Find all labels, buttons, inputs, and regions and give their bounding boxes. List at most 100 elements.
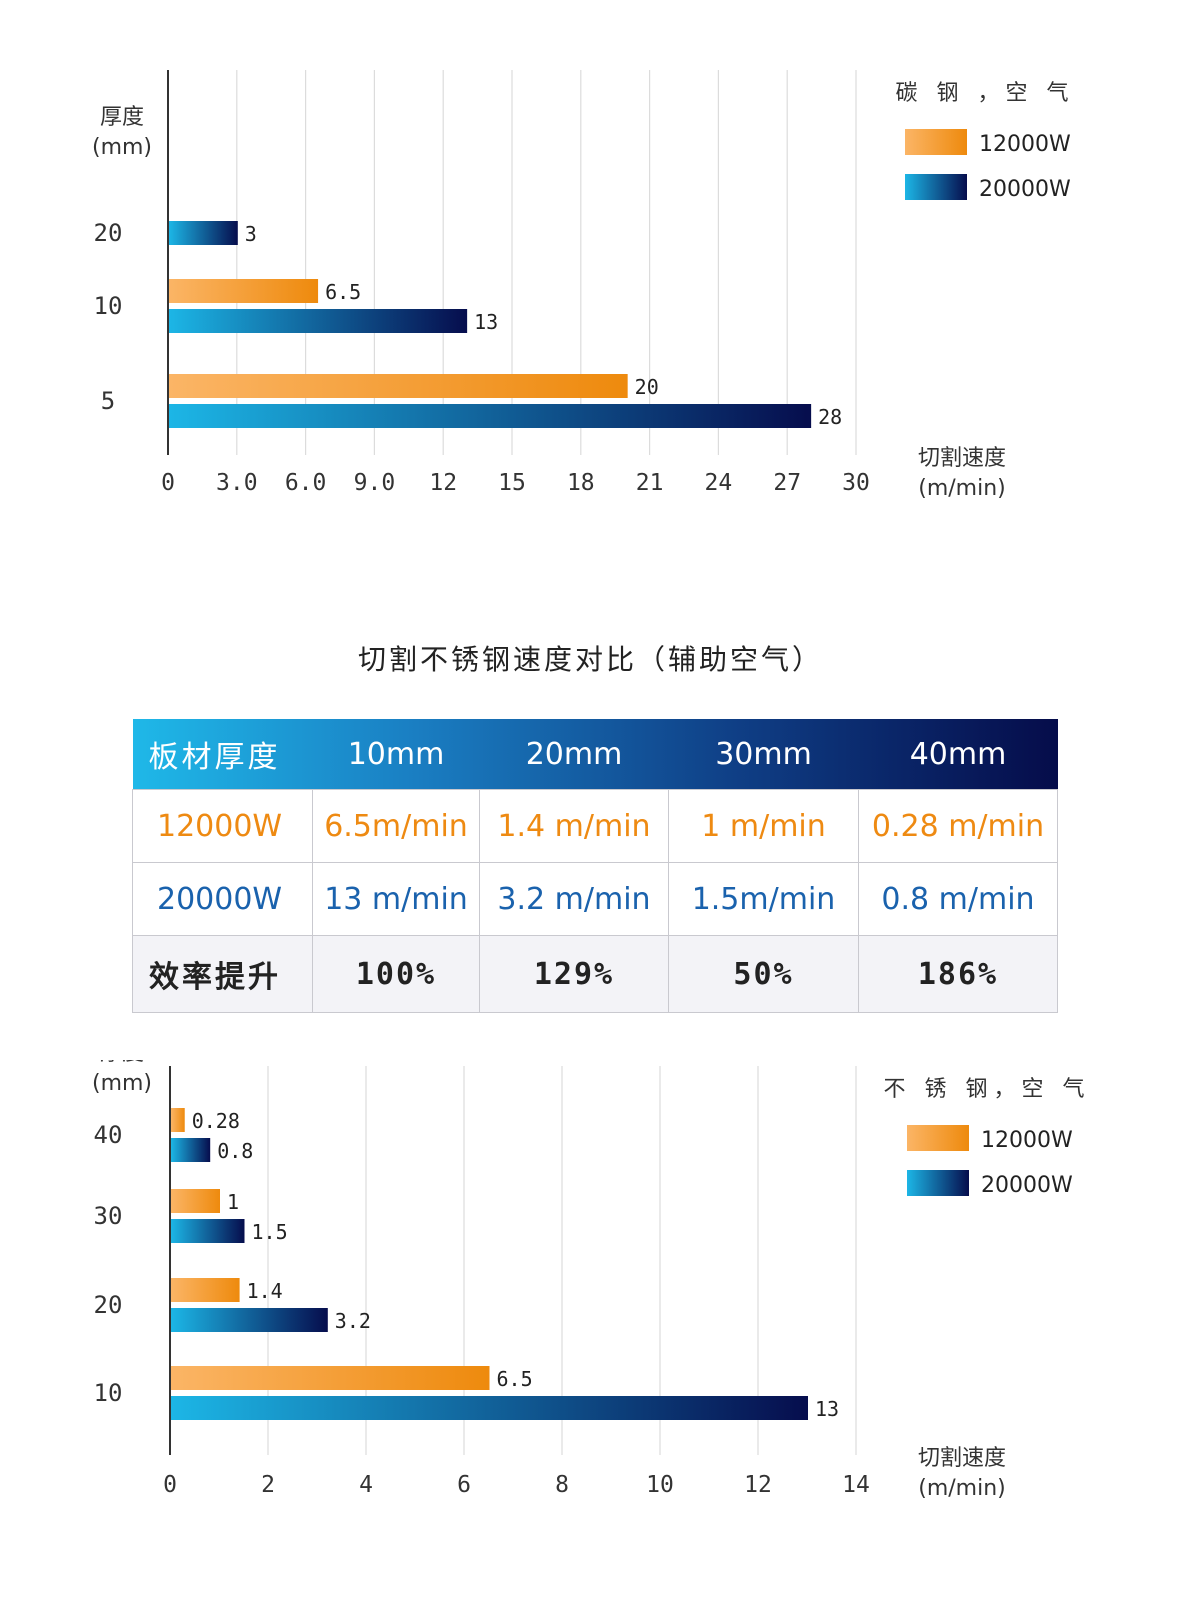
x-axis-title: 切割速度 bbox=[918, 1446, 1006, 1471]
y-tick-label: 5 bbox=[101, 387, 115, 415]
y-tick-label: 10 bbox=[94, 1379, 123, 1407]
x-axis-unit: (m/min) bbox=[918, 1476, 1006, 1501]
x-tick-label: 8 bbox=[555, 1472, 569, 1498]
data-label: 20 bbox=[635, 375, 659, 399]
x-tick-label: 14 bbox=[842, 1472, 870, 1498]
table-header-row: 板材厚度 10mm 20mm 30mm 40mm bbox=[132, 719, 1058, 790]
bar-20000W-5 bbox=[169, 404, 812, 428]
x-tick-label: 15 bbox=[498, 470, 526, 496]
legend-label: 12000W bbox=[981, 1128, 1073, 1153]
data-label: 28 bbox=[818, 405, 842, 429]
y-tick-label: 20 bbox=[94, 219, 123, 247]
table-cell: 3.2 m/min bbox=[479, 862, 669, 936]
bar-12000W-30 bbox=[171, 1189, 220, 1213]
legend-swatch-12000W bbox=[907, 1125, 969, 1151]
x-tick-label: 6 bbox=[457, 1472, 471, 1498]
bar-20000W-30 bbox=[171, 1219, 245, 1243]
x-tick-label: 0 bbox=[161, 470, 175, 496]
table-cell: 13 m/min bbox=[312, 862, 480, 936]
bar-20000W-10 bbox=[169, 309, 468, 333]
comparison-table: 板材厚度 10mm 20mm 30mm 40mm 12000W 6.5m/min… bbox=[132, 719, 1058, 1013]
legend-swatch-20000W bbox=[905, 174, 967, 200]
table-cell: 0.8 m/min bbox=[858, 862, 1058, 936]
table-cell: 20000W bbox=[132, 862, 313, 936]
data-label: 0.28 bbox=[192, 1109, 240, 1133]
table-cell: 0.28 m/min bbox=[858, 789, 1058, 863]
data-label: 0.8 bbox=[217, 1139, 253, 1163]
x-tick-label: 12 bbox=[429, 470, 457, 496]
data-label: 1.4 bbox=[247, 1279, 283, 1303]
legend-label: 12000W bbox=[979, 132, 1071, 157]
legend-label: 20000W bbox=[981, 1173, 1073, 1198]
data-label: 13 bbox=[474, 310, 498, 334]
table-title: 切割不锈钢速度对比（辅助空气） bbox=[357, 643, 823, 676]
header-cell-40mm: 40mm bbox=[909, 736, 1007, 772]
table-cell: 186% bbox=[858, 935, 1058, 1013]
carbon-steel-chart-svg: 0 3.0 6.0 9.0 12 15 18 21 24 27 30 20 3 10 6.5 13 5 20 28 厚… bbox=[92, 70, 1075, 501]
x-tick-label: 3.0 bbox=[216, 470, 258, 496]
bar-20000W-20 bbox=[171, 1308, 328, 1332]
stainless-steel-chart-svg: 0 2 4 6 8 10 12 14 40 0.28 0.8 30 1 1.5 20 1.4 3.2 10 6.5 1… bbox=[92, 1041, 1091, 1501]
table-cell: 6.5m/min bbox=[312, 789, 480, 863]
table-row-efficiency: 效率提升 100% 129% 50% 186% bbox=[132, 935, 1058, 1013]
x-tick-label: 2 bbox=[261, 1472, 275, 1498]
bar-20000W-40 bbox=[171, 1138, 211, 1162]
bar-12000W-40 bbox=[171, 1108, 185, 1132]
legend-swatch-12000W bbox=[905, 129, 967, 155]
header-cell-thickness: 板材厚度 bbox=[148, 740, 281, 775]
legend-swatch-20000W bbox=[907, 1170, 969, 1196]
x-tick-label: 30 bbox=[842, 470, 870, 496]
legend-title: 不 锈 钢，空 气 bbox=[884, 1077, 1091, 1102]
table-cell: 12000W bbox=[132, 789, 313, 863]
bar-12000W-5 bbox=[169, 374, 628, 398]
x-axis-title: 切割速度 bbox=[918, 446, 1006, 471]
bar-12000W-10 bbox=[171, 1366, 490, 1390]
table-row-20000w: 20000W 13 m/min 3.2 m/min 1.5m/min 0.8 m… bbox=[132, 862, 1058, 936]
table-cell: 1 m/min bbox=[668, 789, 859, 863]
header-cell-20mm: 20mm bbox=[525, 736, 623, 772]
legend-label: 20000W bbox=[979, 177, 1071, 202]
table-row-12000w: 12000W 6.5m/min 1.4 m/min 1 m/min 0.28 m… bbox=[132, 789, 1058, 863]
data-label: 6.5 bbox=[325, 280, 361, 304]
y-axis-title: 厚度 bbox=[100, 105, 144, 130]
header-cell-30mm: 30mm bbox=[715, 736, 812, 772]
x-tick-label: 18 bbox=[567, 470, 595, 496]
data-label: 3.2 bbox=[335, 1309, 371, 1333]
x-tick-label: 27 bbox=[773, 470, 801, 496]
y-tick-label: 10 bbox=[94, 292, 123, 320]
table-cell: 129% bbox=[479, 935, 669, 1013]
x-tick-label: 24 bbox=[705, 470, 733, 496]
y-axis-unit: (mm) bbox=[92, 135, 152, 160]
data-label: 1.5 bbox=[252, 1220, 288, 1244]
data-label: 3 bbox=[245, 222, 257, 246]
x-axis-unit: (m/min) bbox=[918, 476, 1006, 501]
y-tick-label: 40 bbox=[94, 1121, 123, 1149]
table-cell: 100% bbox=[312, 935, 480, 1013]
table-cell: 1.5m/min bbox=[668, 862, 859, 936]
bar-20000W-10 bbox=[171, 1396, 808, 1420]
table-cell: 效率提升 bbox=[132, 935, 313, 1013]
table-cell: 50% bbox=[668, 935, 859, 1013]
stainless-steel-chart: 0 2 4 6 8 10 12 14 40 0.28 0.8 30 1 1.5 20 1.4 3.2 10 6.5 1… bbox=[0, 1041, 1181, 1600]
x-tick-label: 9.0 bbox=[354, 470, 396, 496]
bar-12000W-20 bbox=[171, 1278, 240, 1302]
y-axis-unit: (mm) bbox=[92, 1071, 152, 1096]
x-tick-label: 10 bbox=[646, 1472, 674, 1498]
header-cell-10mm: 10mm bbox=[347, 736, 445, 772]
bar-12000W-10 bbox=[169, 279, 319, 303]
x-tick-label: 4 bbox=[359, 1472, 373, 1498]
y-tick-label: 30 bbox=[94, 1202, 123, 1230]
carbon-steel-chart: 0 3.0 6.0 9.0 12 15 18 21 24 27 30 20 3 10 6.5 13 5 20 28 厚… bbox=[0, 0, 1181, 560]
data-label: 6.5 bbox=[497, 1367, 533, 1391]
x-tick-label: 12 bbox=[744, 1472, 772, 1498]
bar-20000W-20 bbox=[169, 221, 238, 245]
y-tick-label: 20 bbox=[94, 1291, 123, 1319]
x-tick-label: 6.0 bbox=[285, 470, 327, 496]
x-tick-label: 21 bbox=[636, 470, 664, 496]
data-label: 1 bbox=[227, 1190, 239, 1214]
x-tick-label: 0 bbox=[163, 1472, 177, 1498]
legend-title: 碳 钢 ，空 气 bbox=[896, 81, 1075, 106]
table-cell: 1.4 m/min bbox=[479, 789, 669, 863]
y-axis-title: 厚度 bbox=[100, 1060, 144, 1066]
data-label: 13 bbox=[815, 1397, 839, 1421]
